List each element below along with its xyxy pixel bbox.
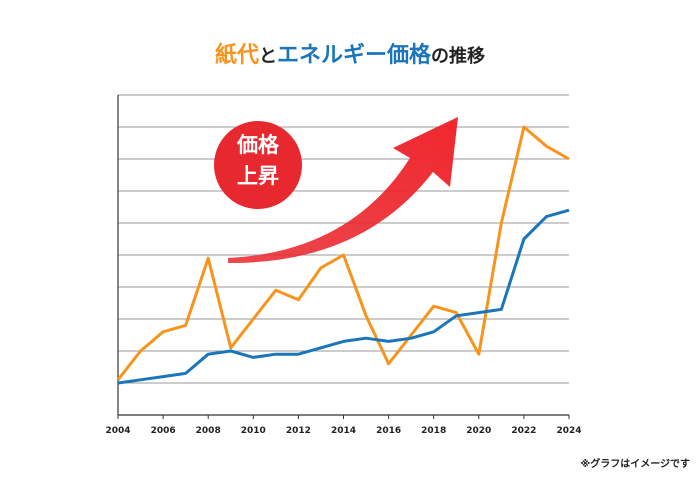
x-tick-label: 2014 (331, 426, 356, 436)
x-tick-label: 2010 (241, 426, 266, 436)
x-tick-label: 2006 (151, 426, 176, 436)
badge-text: 価格 (236, 133, 280, 157)
lines (116, 125, 570, 385)
x-tick-label: 2020 (466, 426, 491, 436)
title-part: 紙代 (215, 42, 259, 68)
x-tick-label: 2004 (105, 426, 130, 436)
badge (214, 121, 302, 209)
series-line (116, 125, 570, 381)
x-tick-label: 2012 (286, 426, 311, 436)
title-part: エネルギー価格 (277, 42, 432, 68)
x-tick-label: 2018 (421, 426, 446, 436)
chart-title: 紙代とエネルギー価格の推移 (215, 42, 485, 68)
rise-arrow (228, 117, 458, 264)
x-tick-label: 2024 (556, 426, 581, 436)
footnote: ※グラフはイメージです (580, 457, 690, 470)
title-part: の推移 (431, 45, 485, 67)
series-line (117, 208, 570, 385)
x-tick-label: 2022 (511, 426, 536, 436)
x-tick-label: 2016 (376, 426, 401, 436)
x-tick-label: 2008 (196, 426, 221, 436)
title-part: と (259, 46, 277, 67)
badge-text: 上昇 (237, 164, 279, 188)
